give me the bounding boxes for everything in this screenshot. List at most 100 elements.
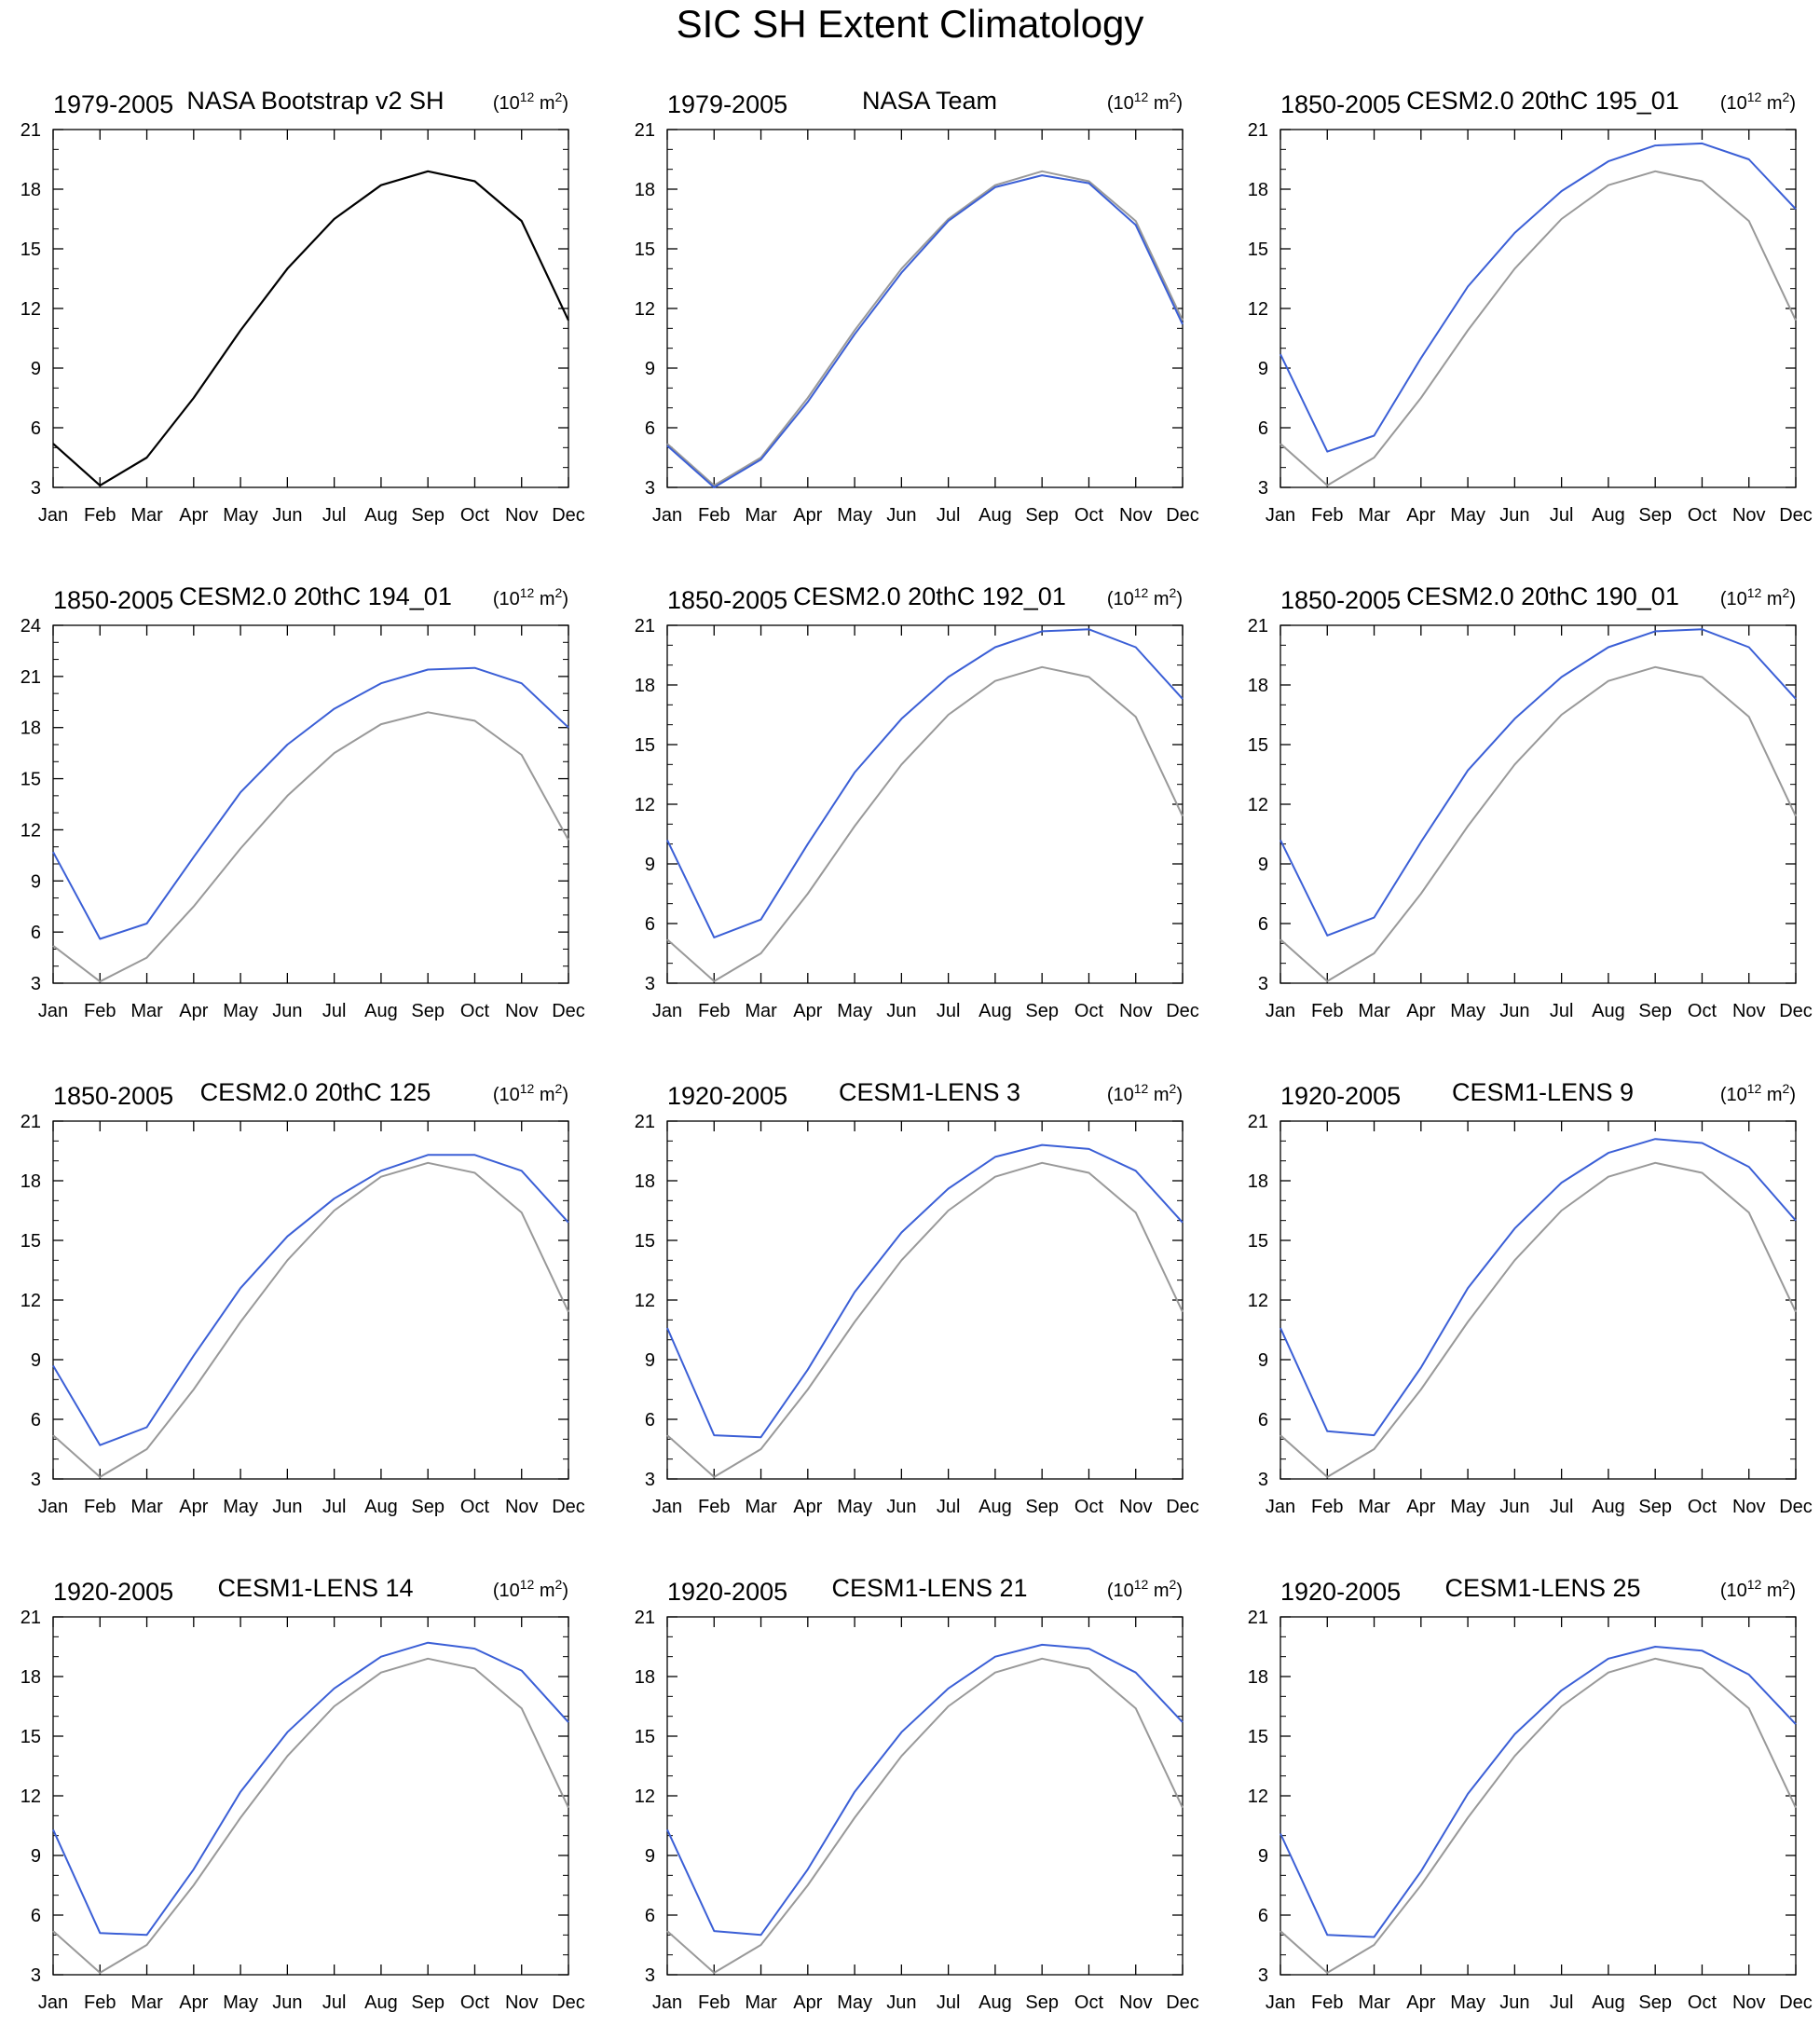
y-tick-label: 6 [1258,1906,1268,1926]
panel-8: 3 6 9 12 15 18 21 Jan Feb Mar Apr May Jun Jul Aug Sep Oc… [635,1078,1199,1517]
x-tick-label: Sep [1638,1001,1672,1021]
y-tick-label: 6 [31,1410,41,1431]
y-tick-label: 12 [635,299,655,320]
plot-frame [52,129,569,488]
panel-period: 1979-2005 [667,90,787,118]
series-line-observed [666,1161,1184,1478]
x-tick-label: Apr [1406,505,1435,526]
y-tick-label: 21 [1248,616,1268,637]
x-tick-label: Oct [1688,1992,1717,2013]
plot-frame [666,1616,1184,1976]
x-tick-label: Nov [1119,1992,1153,2013]
x-tick-label: Jun [1499,1497,1529,1517]
x-tick-label: Nov [1732,1992,1766,2013]
unit-label: (1012 m2) [1720,1577,1796,1601]
x-tick-label: Nov [505,1992,539,2013]
panel-dataset-name: CESM1-LENS 14 [217,1574,413,1602]
panel-10: 3 6 9 12 15 18 21 Jan Feb Mar Apr May Jun Jul Aug Sep Oc… [21,1574,585,2013]
x-tick-label: Nov [1732,1497,1766,1517]
panel-2: 3 6 9 12 15 18 21 Jan Feb Mar Apr May Jun Jul Aug Sep Oc… [635,87,1199,526]
x-tick-label: Apr [793,1992,822,2013]
y-tick-label: 9 [1258,1846,1268,1867]
y-tick-label: 6 [645,418,655,439]
x-tick-label: Oct [1688,505,1717,526]
x-tick-label: Apr [1406,1992,1435,2013]
y-tick-label: 21 [1248,1608,1268,1628]
y-tick-label: 15 [635,240,655,260]
y-tick-label: 6 [31,1906,41,1926]
panel-dataset-name: NASA Team [862,87,997,115]
x-tick-label: Mar [1358,1992,1390,2013]
y-tick-label: 9 [645,359,655,379]
series-line-observed [1279,170,1797,486]
unit-label: (1012 m2) [1107,89,1183,114]
y-tick-label: 15 [1248,240,1268,260]
x-tick-label: Mar [1358,1497,1390,1517]
x-tick-label: Feb [698,1497,730,1517]
x-tick-label: Jan [38,505,68,526]
x-tick-label: Dec [1166,1497,1199,1517]
x-tick-label: May [1450,505,1485,526]
x-tick-label: Sep [1025,1001,1059,1021]
panel-dataset-name: CESM2.0 20thC 194_01 [179,582,452,610]
x-tick-label: Jul [937,1992,961,2013]
x-tick-label: Sep [1638,1497,1672,1517]
x-tick-label: Dec [1166,1001,1199,1021]
y-tick-label: 12 [1248,1291,1268,1311]
x-tick-label: Jul [937,505,961,526]
x-tick-label: Jul [1550,1497,1574,1517]
x-tick-label: Oct [460,505,490,526]
panel-period: 1920-2005 [1280,1082,1401,1110]
unit-label: (1012 m2) [493,585,568,609]
x-tick-label: May [223,1992,258,2013]
y-tick-label: 12 [635,1291,655,1311]
y-tick-label: 21 [635,616,655,637]
x-tick-label: Oct [1074,1992,1104,2013]
panel-dataset-name: CESM1-LENS 9 [1452,1078,1634,1106]
x-tick-label: Feb [698,1001,730,1021]
x-tick-label: Jan [652,1992,682,2013]
x-tick-label: Mar [745,1992,777,2013]
x-tick-label: Mar [1358,505,1390,526]
panel-4: 3 6 9 12 15 18 21 24 Jan Feb Mar Apr May Jun Jul Aug Sep… [21,582,585,1021]
x-tick-label: Feb [84,1992,116,2013]
x-tick-label: Jan [1266,505,1295,526]
y-tick-label: 3 [645,1965,655,1986]
x-tick-label: Dec [552,1001,585,1021]
x-tick-label: Jan [652,505,682,526]
series-line-observed [52,1657,569,1974]
x-tick-label: Aug [1592,505,1625,526]
x-tick-label: Jul [937,1497,961,1517]
x-tick-label: Jan [38,1001,68,1021]
panel-dataset-name: CESM2.0 20thC 125 [200,1078,431,1106]
panel-11: 3 6 9 12 15 18 21 Jan Feb Mar Apr May Jun Jul Aug Sep Oc… [635,1574,1199,2013]
y-tick-label: 6 [31,418,41,439]
x-tick-label: Apr [179,1001,208,1021]
panel-period: 1850-2005 [53,586,173,614]
x-tick-label: Sep [411,505,445,526]
series-line-observed [666,170,1184,486]
x-tick-label: Aug [978,1001,1012,1021]
series-line-model [1279,628,1797,937]
series-line-model [52,666,569,940]
y-tick-label: 6 [645,914,655,935]
x-tick-label: Mar [130,1001,163,1021]
panel-period: 1920-2005 [667,1578,787,1606]
x-tick-label: Nov [1119,505,1153,526]
x-tick-label: Jan [652,1497,682,1517]
series-line-model [666,1643,1184,1937]
x-tick-label: May [837,1001,872,1021]
x-tick-label: Jul [322,1001,347,1021]
y-tick-label: 3 [645,478,655,499]
x-tick-label: Jul [322,1497,347,1517]
y-tick-label: 6 [645,1410,655,1431]
x-tick-label: Aug [364,1001,398,1021]
x-tick-label: May [1450,1001,1485,1021]
plot-frame [52,1120,569,1480]
x-tick-label: Jun [272,505,302,526]
x-tick-label: May [1450,1992,1485,2013]
x-tick-label: Nov [505,1497,539,1517]
y-tick-label: 12 [1248,1786,1268,1807]
plot-frame [1279,1120,1797,1480]
